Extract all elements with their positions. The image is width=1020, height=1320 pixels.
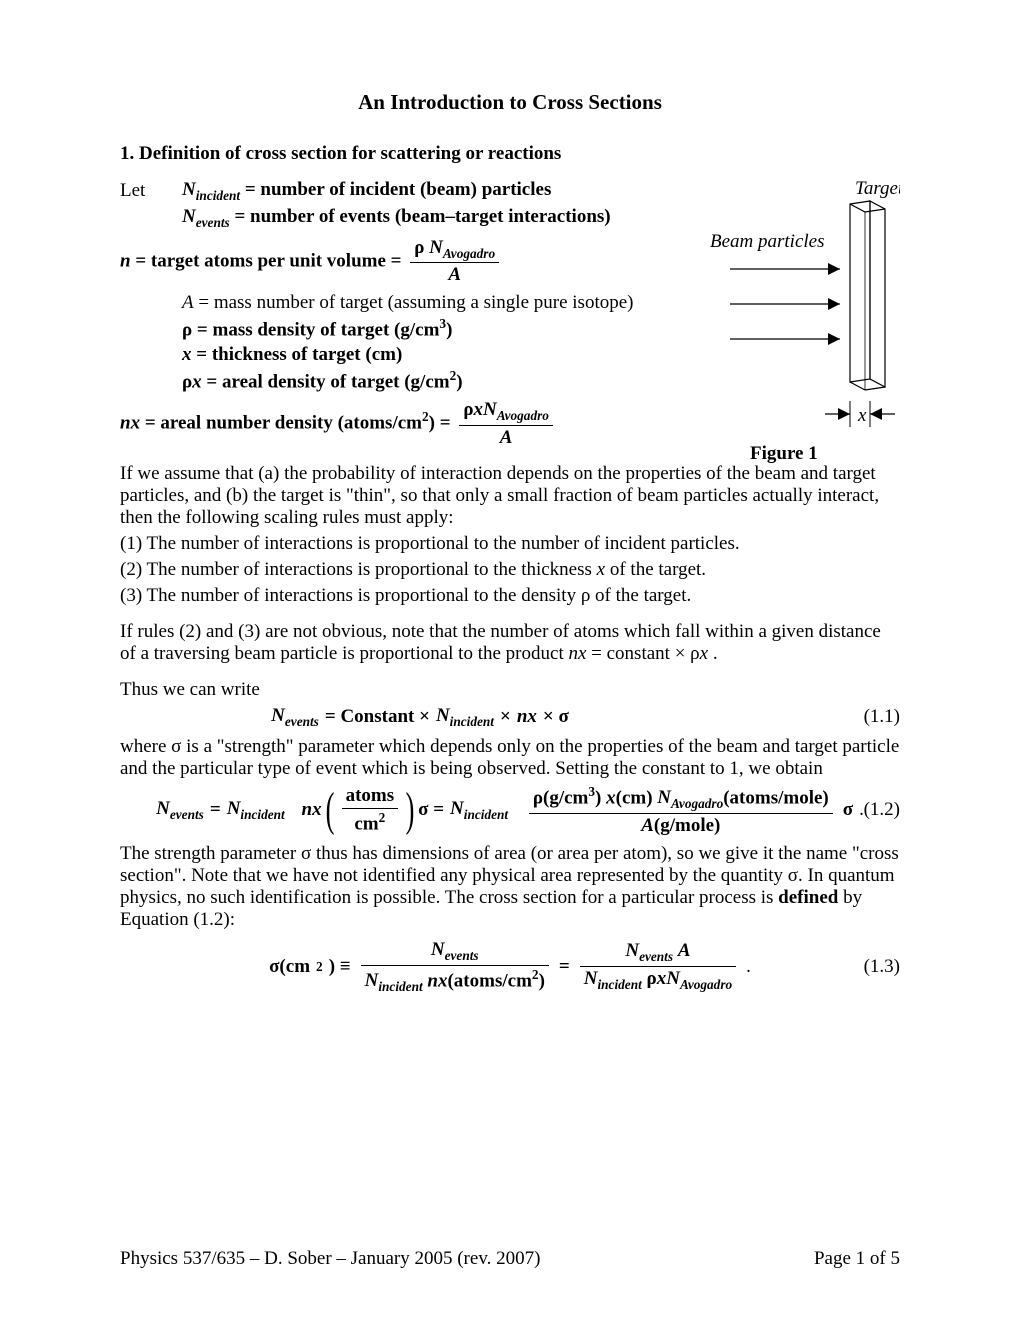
figure-svg: Target Beam particles <box>700 179 900 469</box>
eq-num-1-2: (1.2) <box>864 799 900 821</box>
def-1: Nincident = number of incident (beam) pa… <box>182 179 551 204</box>
rule-1: (1) The number of interactions is propor… <box>120 533 900 555</box>
equation-1-1: Nevents = Constant × Nincident × nx × σ … <box>120 705 900 730</box>
para-thus: Thus we can write <box>120 679 900 701</box>
rule-3: (3) The number of interactions is propor… <box>120 585 900 607</box>
def-2: Nevents = number of events (beam–target … <box>182 206 611 231</box>
def-5: ρ = mass density of target (g/cm3) <box>182 316 452 341</box>
eq-num-1-1: (1.1) <box>864 706 900 728</box>
definitions-block: Target Beam particles <box>120 179 900 449</box>
def-3: n = target atoms per unit volume = ρ NAv… <box>120 237 503 287</box>
rule-2: (2) The number of interactions is propor… <box>120 559 900 581</box>
page-title: An Introduction to Cross Sections <box>120 90 900 115</box>
figure-caption: Figure 1 <box>750 443 818 464</box>
figure-1: Target Beam particles <box>700 179 900 469</box>
para-nx: If rules (2) and (3) are not obvious, no… <box>120 621 900 665</box>
target-label: Target <box>855 179 900 199</box>
page-footer: Physics 537/635 – D. Sober – January 200… <box>120 1248 900 1270</box>
eq-num-1-3: (1.3) <box>864 956 900 978</box>
footer-left: Physics 537/635 – D. Sober – January 200… <box>120 1248 540 1270</box>
para-cross-section: The strength parameter σ thus has dimens… <box>120 843 900 931</box>
x-label: x <box>857 405 867 426</box>
section-heading: 1. Definition of cross section for scatt… <box>120 143 900 165</box>
beam-label: Beam particles <box>710 231 825 252</box>
para-sigma: where σ is a "strength" parameter which … <box>120 736 900 780</box>
def-7: ρx = areal density of target (g/cm2) <box>182 368 463 393</box>
let-label: Let <box>120 180 182 202</box>
def-6: x = thickness of target (cm) <box>182 344 402 366</box>
page: An Introduction to Cross Sections 1. Def… <box>0 0 1020 1320</box>
def-4: A = mass number of target (assuming a si… <box>182 292 634 314</box>
def-8: nx = areal number density (atoms/cm2) = … <box>120 399 557 449</box>
footer-right: Page 1 of 5 <box>814 1248 900 1270</box>
equation-1-3: σ(cm2) ≡ Nevents Nincident nx(atoms/cm2)… <box>120 939 900 995</box>
equation-1-2: Nevents = Nincident nx ( atoms cm2 ) σ =… <box>120 784 900 837</box>
para-assume: If we assume that (a) the probability of… <box>120 463 900 529</box>
